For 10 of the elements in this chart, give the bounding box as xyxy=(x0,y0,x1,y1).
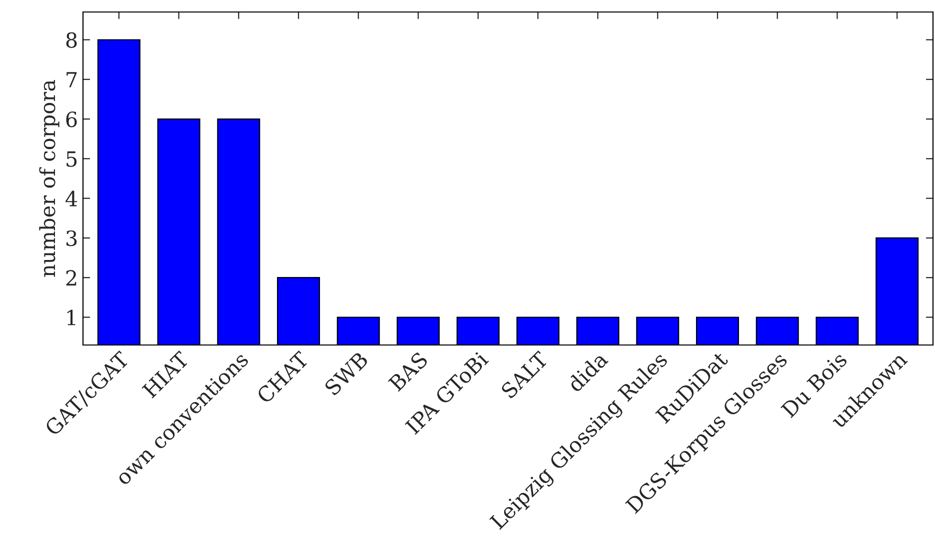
y-tick-label: 1 xyxy=(67,310,76,326)
y-tick-label: 4 xyxy=(66,190,78,206)
y-tick-label: 5 xyxy=(66,151,77,167)
y-axis-title: number of corpora xyxy=(39,80,60,277)
y-tick-label: 7 xyxy=(66,72,77,88)
y-tick-label: 8 xyxy=(66,32,77,48)
x-tick-label: dida xyxy=(566,350,609,393)
y-tick-label: 2 xyxy=(66,270,76,286)
y-tick-label: 3 xyxy=(66,230,77,246)
y-tick-label: 6 xyxy=(66,111,77,128)
